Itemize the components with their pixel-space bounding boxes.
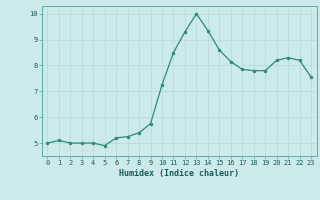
- X-axis label: Humidex (Indice chaleur): Humidex (Indice chaleur): [119, 169, 239, 178]
